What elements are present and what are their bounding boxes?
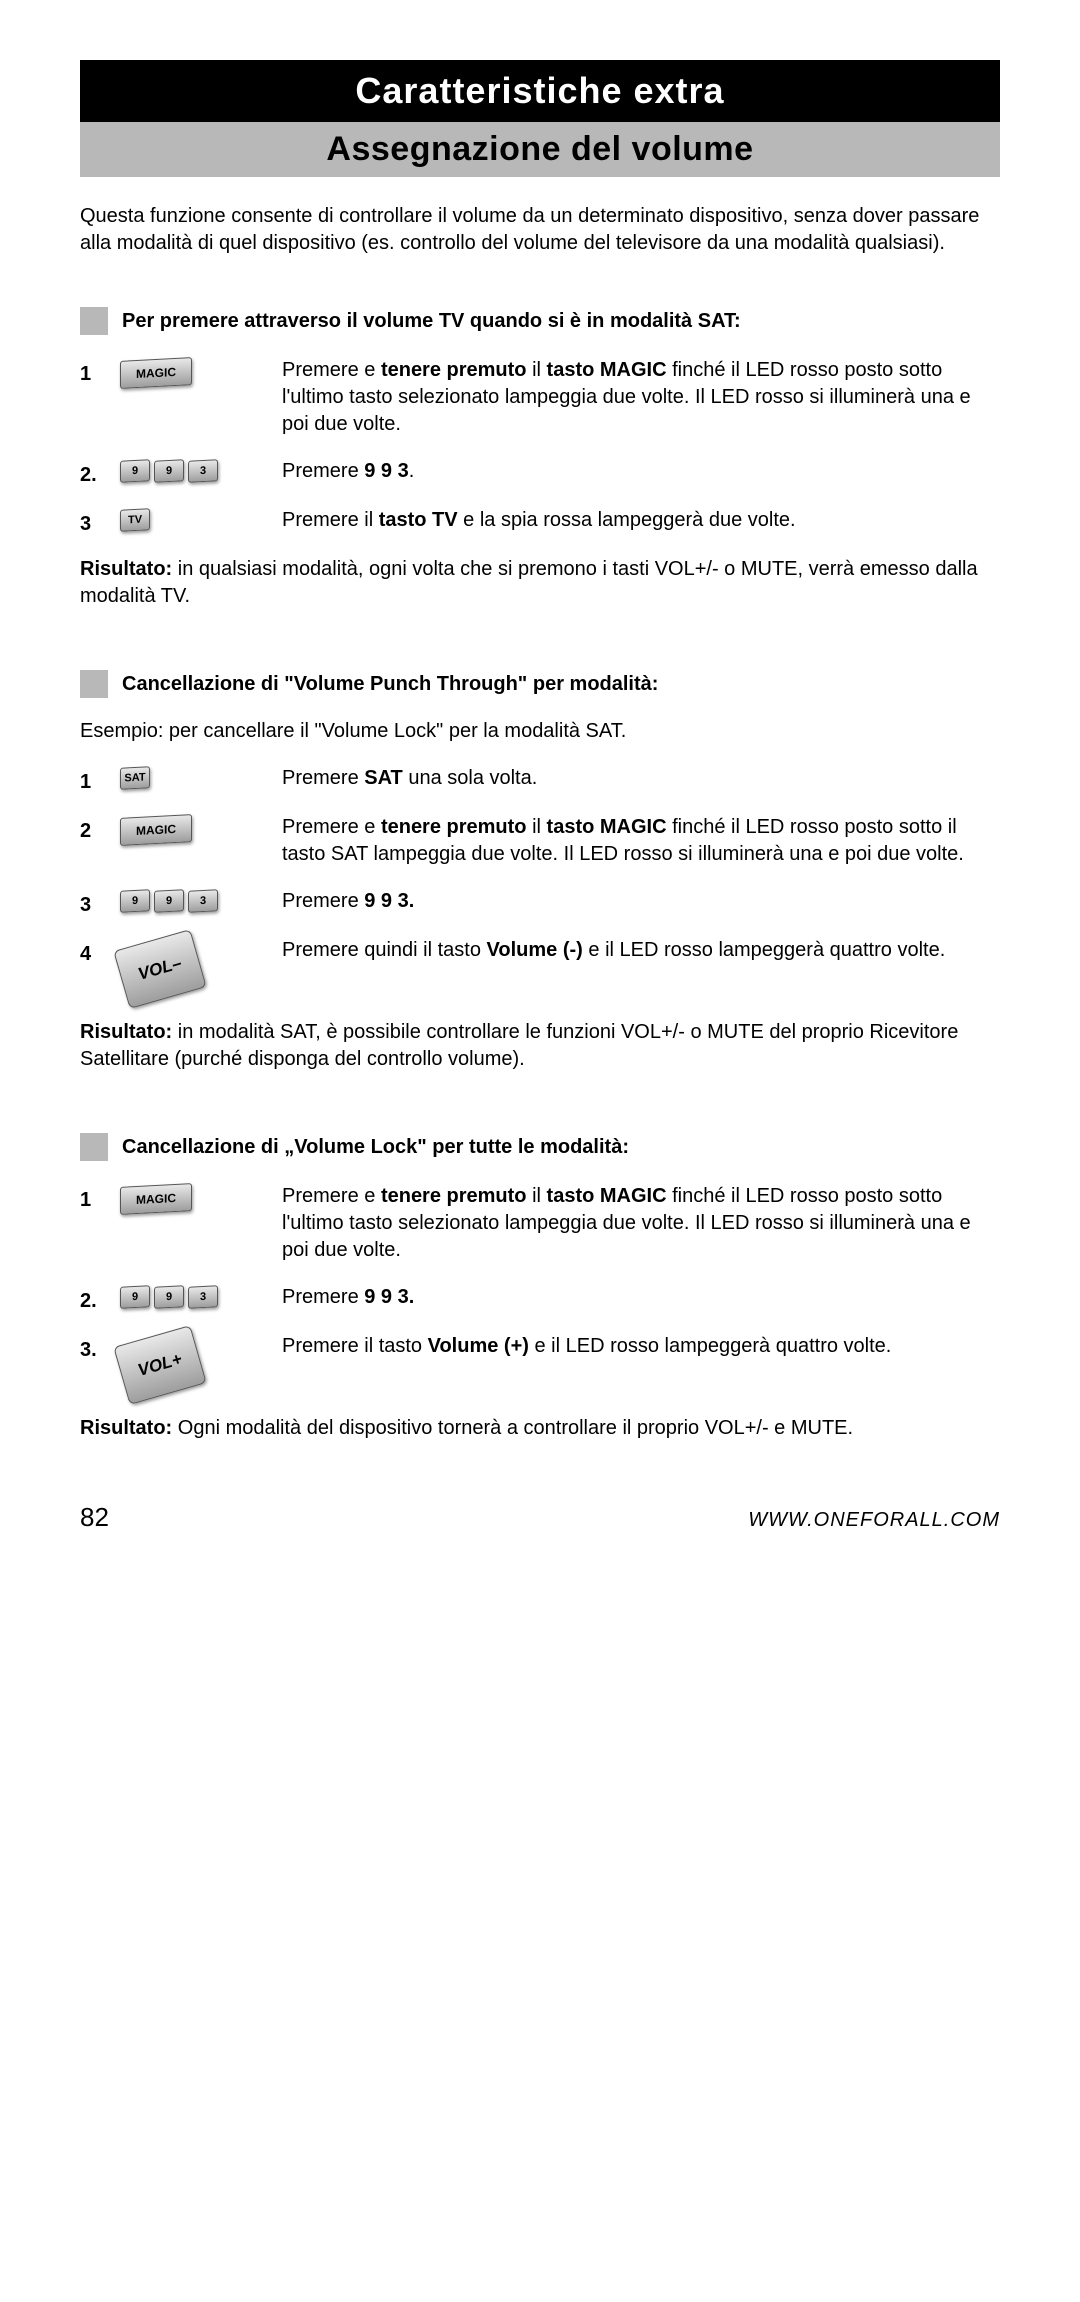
footer: 82 WWW.ONEFORALL.COM: [80, 1502, 1000, 1533]
step-number: 3: [80, 507, 108, 536]
button-icon-sat: SAT: [120, 766, 150, 790]
button-icon-3: 3: [188, 889, 218, 913]
step-row: 1 MAGIC Premere e tenere premuto il tasto …: [80, 1183, 1000, 1264]
step-number: 1: [80, 1183, 108, 1212]
button-icon-3: 3: [188, 1285, 218, 1309]
button-icon-tv: TV: [120, 508, 150, 532]
button-icon-9: 9: [154, 889, 184, 913]
step-row: 2.993Premere 9 9 3.: [80, 1284, 1000, 1313]
button-icon-magic: MAGIC: [120, 814, 192, 846]
step-number: 3.: [80, 1333, 108, 1362]
step-row: 3 TV Premere il tasto TV e la spia rossa l…: [80, 507, 1000, 536]
step-text: Premere e tenere premuto il tasto MAGIC …: [282, 814, 1000, 868]
button-icon-3: 3: [188, 459, 218, 483]
bullet-square-icon: [80, 1133, 108, 1161]
step-text: Premere SAT una sola volta.: [282, 765, 1000, 792]
button-icon-9: 9: [154, 1285, 184, 1309]
intro-text: Questa funzione consente di controllare …: [80, 203, 1000, 257]
step-text: Premere 9 9 3.: [282, 888, 1000, 915]
button-icon-vol: VOL–: [113, 929, 206, 1009]
step-text: Premere e tenere premuto il tasto MAGIC …: [282, 357, 1000, 438]
section-header: Per premere attraverso il volume TV quan…: [80, 307, 1000, 335]
section-header: Cancellazione di "Volume Punch Through" …: [80, 670, 1000, 698]
step-icons: 993: [120, 888, 270, 912]
step-row: 2 MAGIC Premere e tenere premuto il tasto …: [80, 814, 1000, 868]
section-title: Per premere attraverso il volume TV quan…: [122, 310, 741, 333]
section-title: Cancellazione di „Volume Lock" per tutte…: [122, 1136, 629, 1159]
step-text: Premere il tasto TV e la spia rossa lamp…: [282, 507, 1000, 534]
step-number: 1: [80, 357, 108, 386]
step-text: Premere 9 9 3.: [282, 1284, 1000, 1311]
step-text: Premere quindi il tasto Volume (-) e il …: [282, 937, 1000, 964]
button-icon-vol: VOL+: [113, 1325, 206, 1405]
step-icons: MAGIC: [120, 814, 270, 844]
bullet-square-icon: [80, 307, 108, 335]
step-row: 3. VOL+ Premere il tasto Volume (+) e il L…: [80, 1333, 1000, 1395]
step-text: Premere e tenere premuto il tasto MAGIC …: [282, 1183, 1000, 1264]
footer-url: WWW.ONEFORALL.COM: [748, 1509, 1000, 1532]
button-icon-9: 9: [120, 459, 150, 483]
step-row: 2.993Premere 9 9 3.: [80, 458, 1000, 487]
header-grey: Assegnazione del volume: [80, 122, 1000, 177]
button-icon-magic: MAGIC: [120, 1183, 192, 1215]
step-icons: MAGIC: [120, 357, 270, 387]
step-number: 2.: [80, 458, 108, 487]
step-icons: TV: [120, 507, 270, 531]
step-text: Premere 9 9 3.: [282, 458, 1000, 485]
button-icon-9: 9: [120, 889, 150, 913]
button-icon-9: 9: [154, 459, 184, 483]
step-number: 3: [80, 888, 108, 917]
result-text: Risultato: in qualsiasi modalità, ogni v…: [80, 556, 1000, 610]
step-number: 2.: [80, 1284, 108, 1313]
section-sub-intro: Esempio: per cancellare il "Volume Lock"…: [80, 720, 1000, 743]
step-icons: VOL–: [120, 937, 270, 999]
page-number: 82: [80, 1502, 109, 1533]
step-row: 1 SAT Premere SAT una sola volta.: [80, 765, 1000, 794]
result-text: Risultato: Ogni modalità del dispositivo…: [80, 1415, 1000, 1442]
button-icon-9: 9: [120, 1285, 150, 1309]
step-number: 4: [80, 937, 108, 966]
step-row: 4 VOL– Premere quindi il tasto Volume (-) …: [80, 937, 1000, 999]
step-icons: SAT: [120, 765, 270, 789]
step-row: 1 MAGIC Premere e tenere premuto il tasto …: [80, 357, 1000, 438]
step-icons: 993: [120, 1284, 270, 1308]
step-icons: 993: [120, 458, 270, 482]
result-text: Risultato: in modalità SAT, è possibile …: [80, 1019, 1000, 1073]
section-header: Cancellazione di „Volume Lock" per tutte…: [80, 1133, 1000, 1161]
step-icons: MAGIC: [120, 1183, 270, 1213]
step-text: Premere il tasto Volume (+) e il LED ros…: [282, 1333, 1000, 1360]
button-icon-magic: MAGIC: [120, 357, 192, 389]
bullet-square-icon: [80, 670, 108, 698]
step-number: 2: [80, 814, 108, 843]
step-number: 1: [80, 765, 108, 794]
step-icons: VOL+: [120, 1333, 270, 1395]
step-row: 3993Premere 9 9 3.: [80, 888, 1000, 917]
header-black: Caratteristiche extra: [80, 60, 1000, 122]
section-title: Cancellazione di "Volume Punch Through" …: [122, 673, 658, 696]
